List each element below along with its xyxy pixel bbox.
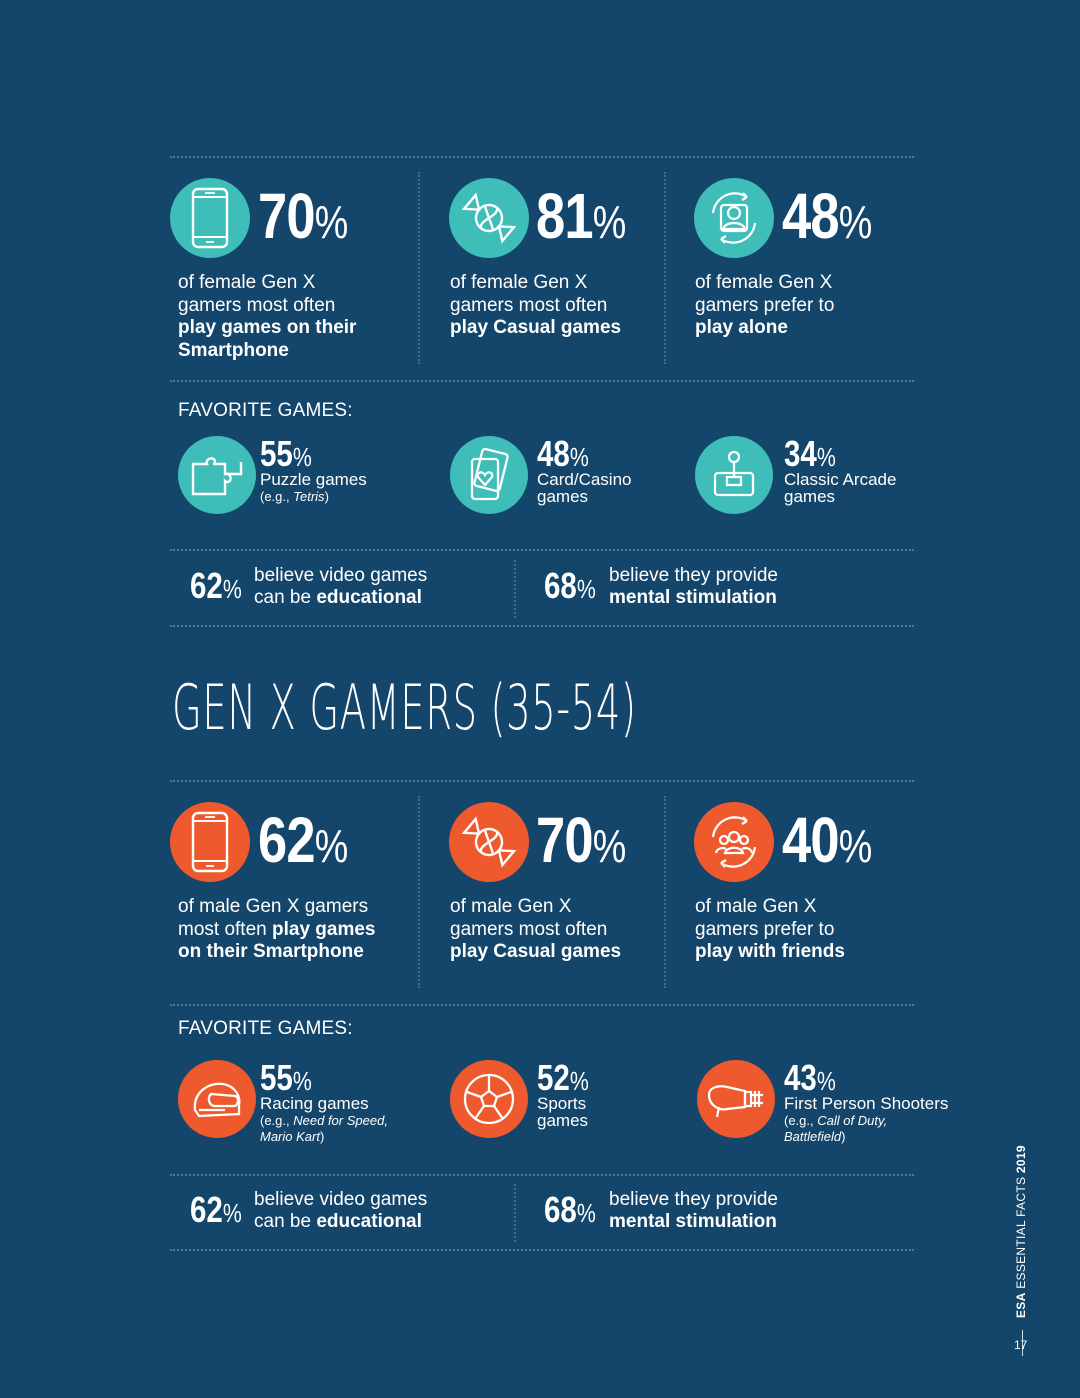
- footer-divider: [1022, 1330, 1023, 1356]
- belief-percentage: 62%: [190, 565, 242, 606]
- publication-title: ESA ESSENTIAL FACTS 2019: [1014, 1145, 1028, 1318]
- favorite-name: Racing games: [260, 1094, 369, 1113]
- column-divider: [514, 1184, 516, 1242]
- favorite-name-cont: games: [537, 1111, 589, 1130]
- soccer-ball-icon: [450, 1060, 528, 1138]
- favorite-percentage: 52%: [537, 1057, 589, 1098]
- column-divider: [514, 560, 516, 618]
- favorite-name-cont: games: [784, 487, 836, 506]
- belief-text: believe video games can be educational: [254, 1189, 428, 1232]
- stat-description: of female Gen X gamers prefer to play al…: [695, 272, 835, 338]
- divider: [170, 780, 914, 782]
- stat-description: of male Gen X gamers most often play Cas…: [450, 896, 622, 962]
- column-divider: [418, 796, 420, 988]
- candy-icon: [449, 178, 529, 258]
- joystick-icon: [695, 436, 773, 514]
- stat-description: of male Gen X gamers most often play gam…: [178, 896, 376, 962]
- divider: [170, 156, 914, 158]
- favorite-name: Sports: [537, 1094, 587, 1113]
- smartphone-icon: [170, 802, 250, 882]
- belief-text: believe they provide mental stimulation: [609, 565, 778, 608]
- favorite-percentage: 34%: [784, 433, 836, 474]
- belief-text: believe they provide mental stimulation: [609, 1189, 778, 1232]
- stat-percentage: 62%: [258, 804, 348, 876]
- racing-helmet-icon: [178, 1060, 256, 1138]
- favorite-name: Card/Casino: [537, 470, 632, 489]
- favorite-example: (e.g., Tetris): [260, 489, 329, 504]
- divider: [170, 1004, 914, 1006]
- divider: [170, 380, 914, 382]
- favorite-games-label: FAVORITE GAMES:: [178, 1018, 353, 1039]
- solo-player-icon: [694, 178, 774, 258]
- group-players-icon: [694, 802, 774, 882]
- column-divider: [418, 172, 420, 364]
- favorite-percentage: 43%: [784, 1057, 836, 1098]
- section-heading: GEN X GAMERS (35-54): [172, 671, 637, 744]
- column-divider: [664, 172, 666, 364]
- divider: [170, 549, 914, 551]
- page-number: 17: [1014, 1338, 1028, 1352]
- favorite-example: (e.g., Call of Duty, Battlefield): [784, 1113, 888, 1144]
- candy-icon: [449, 802, 529, 882]
- belief-percentage: 68%: [544, 1189, 596, 1230]
- favorite-name: First Person Shooters: [784, 1094, 949, 1113]
- puzzle-icon: [178, 436, 256, 514]
- belief-text: believe video games can be educational: [254, 565, 428, 608]
- divider: [170, 625, 914, 627]
- stat-percentage: 81%: [536, 180, 626, 252]
- stat-description: of female Gen X gamers most often play g…: [178, 272, 357, 361]
- belief-percentage: 62%: [190, 1189, 242, 1230]
- stat-description: of male Gen X gamers prefer to play with…: [695, 896, 845, 962]
- stat-percentage: 40%: [782, 804, 872, 876]
- stat-description: of female Gen X gamers most often play C…: [450, 272, 622, 338]
- stat-percentage: 70%: [258, 180, 348, 252]
- favorite-name: Puzzle games: [260, 470, 367, 489]
- stat-percentage: 70%: [536, 804, 626, 876]
- blaster-gun-icon: [697, 1060, 775, 1138]
- column-divider: [664, 796, 666, 988]
- favorite-percentage: 55%: [260, 433, 312, 474]
- favorite-name: Classic Arcade: [784, 470, 897, 489]
- stat-percentage: 48%: [782, 180, 872, 252]
- favorite-percentage: 55%: [260, 1057, 312, 1098]
- favorite-name-cont: games: [537, 487, 589, 506]
- smartphone-icon: [170, 178, 250, 258]
- belief-percentage: 68%: [544, 565, 596, 606]
- favorite-games-label: FAVORITE GAMES:: [178, 400, 353, 421]
- playing-cards-icon: [450, 436, 528, 514]
- divider: [170, 1174, 914, 1176]
- favorite-percentage: 48%: [537, 433, 589, 474]
- divider: [170, 1249, 914, 1251]
- favorite-example: (e.g., Need for Speed, Mario Kart): [260, 1113, 388, 1144]
